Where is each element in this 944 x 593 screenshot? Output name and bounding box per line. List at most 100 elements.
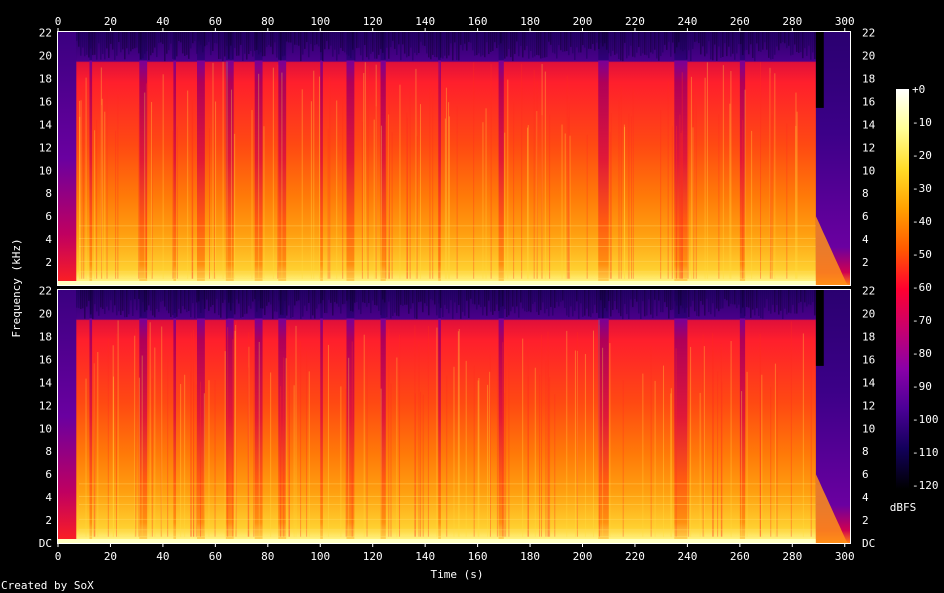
high-band-streak <box>638 290 640 314</box>
high-band-streak <box>140 32 142 60</box>
high-band-streak <box>418 32 420 54</box>
high-band-streak <box>252 290 254 302</box>
high-band-streak <box>242 290 244 317</box>
transient-streak <box>283 357 285 537</box>
high-band-streak <box>740 32 742 45</box>
high-band-streak <box>272 32 274 55</box>
high-band-streak <box>188 290 190 311</box>
transient-streak <box>208 128 210 279</box>
high-band-streak <box>796 32 798 52</box>
high-band-streak <box>192 32 194 44</box>
high-band-streak <box>424 290 426 304</box>
transient-streak <box>576 350 578 537</box>
high-band-streak <box>698 290 700 317</box>
high-band-streak <box>396 32 398 55</box>
high-band-streak <box>184 290 186 310</box>
high-band-streak <box>570 32 572 47</box>
high-band-streak <box>246 290 248 314</box>
high-band-streak <box>406 32 408 58</box>
high-band-streak <box>82 32 84 48</box>
fade-out-curve <box>815 474 848 543</box>
high-band-streak <box>578 32 580 53</box>
high-band-streak <box>116 290 118 316</box>
high-band-streak <box>514 32 516 54</box>
high-band-streak <box>310 290 312 319</box>
high-band-streak <box>442 290 444 318</box>
high-band-streak <box>414 290 416 319</box>
high-band-streak <box>298 32 300 46</box>
high-band-streak <box>742 32 744 56</box>
transient-streak <box>313 70 315 279</box>
spectrum-section <box>322 32 347 285</box>
high-band-streak <box>210 32 212 56</box>
high-band-streak <box>340 32 342 48</box>
high-band-streak <box>692 32 694 50</box>
high-band-streak <box>492 32 494 51</box>
high-band-streak <box>314 290 316 319</box>
transient-streak <box>438 62 440 279</box>
transient-streak <box>574 350 576 537</box>
transient-streak <box>533 69 535 279</box>
high-band-streak <box>456 32 458 61</box>
spectrum-section <box>147 290 174 543</box>
high-band-streak <box>304 290 306 306</box>
high-band-streak <box>786 290 788 315</box>
plot-frames <box>57 31 851 544</box>
transient-streak <box>149 322 151 537</box>
transient-streak <box>722 65 724 279</box>
high-band-streak <box>672 32 674 43</box>
x-tick-label-top: 0 <box>55 15 62 28</box>
high-band-streak <box>610 32 612 57</box>
high-band-streak <box>662 290 664 313</box>
transient-streak <box>340 386 342 537</box>
high-band-streak <box>500 32 502 44</box>
high-band-streak <box>754 290 756 316</box>
high-band-streak <box>164 290 166 307</box>
high-band-streak <box>138 32 140 54</box>
high-band-streak <box>126 290 128 318</box>
transient-streak <box>584 353 586 537</box>
high-band-streak <box>330 32 332 46</box>
high-band-streak <box>794 32 796 45</box>
transient-streak <box>547 359 549 537</box>
high-band-streak <box>660 32 662 57</box>
spectrum-section <box>503 32 599 285</box>
dc-band <box>58 539 826 543</box>
high-band-streak <box>382 290 384 300</box>
high-band-streak <box>182 32 184 54</box>
high-band-streak <box>472 290 474 304</box>
high-band-streak <box>232 290 234 303</box>
transient-streak <box>610 113 612 279</box>
high-band-streak <box>624 32 626 43</box>
high-band-streak <box>222 32 224 62</box>
spectrum-section <box>385 32 439 285</box>
high-band-streak <box>140 290 142 317</box>
high-band-streak <box>764 290 766 308</box>
high-band-streak <box>146 290 148 311</box>
y-tick-label-left: 4 <box>45 491 52 504</box>
high-band-streak <box>372 32 374 52</box>
high-band-streak <box>336 290 338 304</box>
high-band-streak <box>746 32 748 50</box>
transient-streak <box>662 365 664 537</box>
transient-streak <box>416 136 418 279</box>
high-band-streak <box>270 32 272 47</box>
high-band-streak <box>608 290 610 302</box>
high-band-streak <box>580 290 582 304</box>
high-band-streak <box>322 32 324 62</box>
high-band-streak <box>284 290 286 301</box>
y-tick-label-left: 10 <box>39 164 52 177</box>
high-band-streak <box>312 290 314 316</box>
high-band-streak <box>650 32 652 53</box>
y-tick-label-left: 8 <box>45 445 52 458</box>
high-band-streak <box>216 32 218 44</box>
transient-streak <box>104 111 106 279</box>
transient-streak <box>318 76 320 279</box>
high-band-streak <box>648 290 650 300</box>
high-band-streak <box>734 32 736 60</box>
high-band-streak <box>208 290 210 311</box>
high-band-streak <box>612 32 614 51</box>
spectrum-section <box>147 32 174 285</box>
high-band-streak <box>696 32 698 42</box>
high-band-streak <box>196 290 198 303</box>
